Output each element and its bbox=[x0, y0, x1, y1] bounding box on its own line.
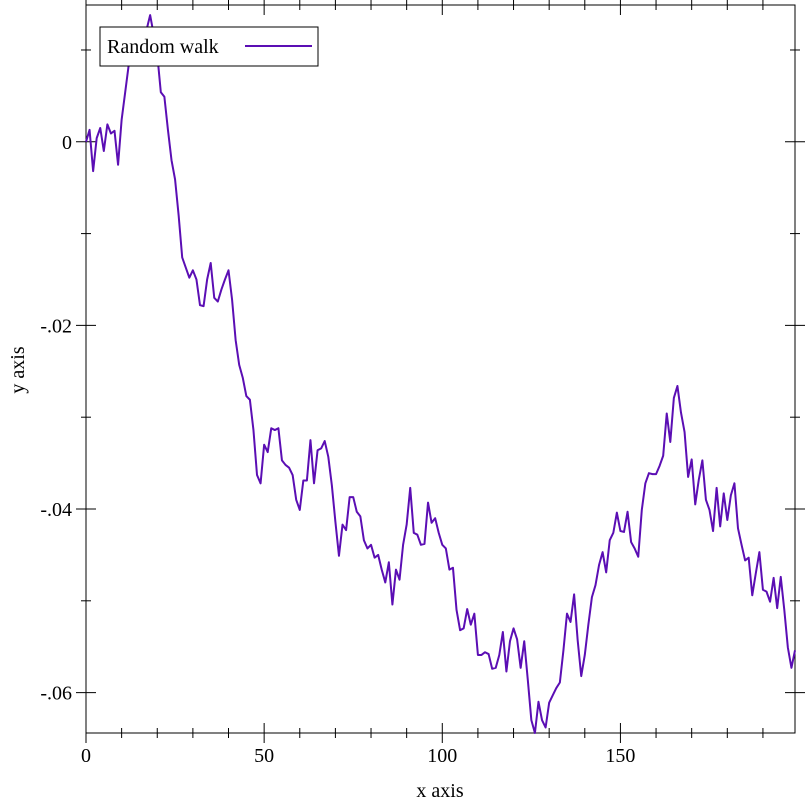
plot-frame bbox=[85, 4, 796, 734]
y-tick-label: -.06 bbox=[40, 683, 72, 705]
x-axis-label: x axis bbox=[416, 780, 463, 802]
y-axis-label: y axis bbox=[7, 346, 29, 393]
y-tick-label: 0 bbox=[62, 132, 72, 154]
y-tick-label: -.02 bbox=[40, 315, 72, 337]
y-tick-label: -.04 bbox=[40, 499, 72, 521]
x-tick-label: 150 bbox=[605, 745, 635, 767]
series-line bbox=[85, 14, 796, 734]
x-tick-label: 100 bbox=[427, 745, 457, 767]
legend-label: Random walk bbox=[107, 36, 219, 58]
x-tick-label: 0 bbox=[81, 745, 91, 767]
x-tick-label: 50 bbox=[254, 745, 274, 767]
